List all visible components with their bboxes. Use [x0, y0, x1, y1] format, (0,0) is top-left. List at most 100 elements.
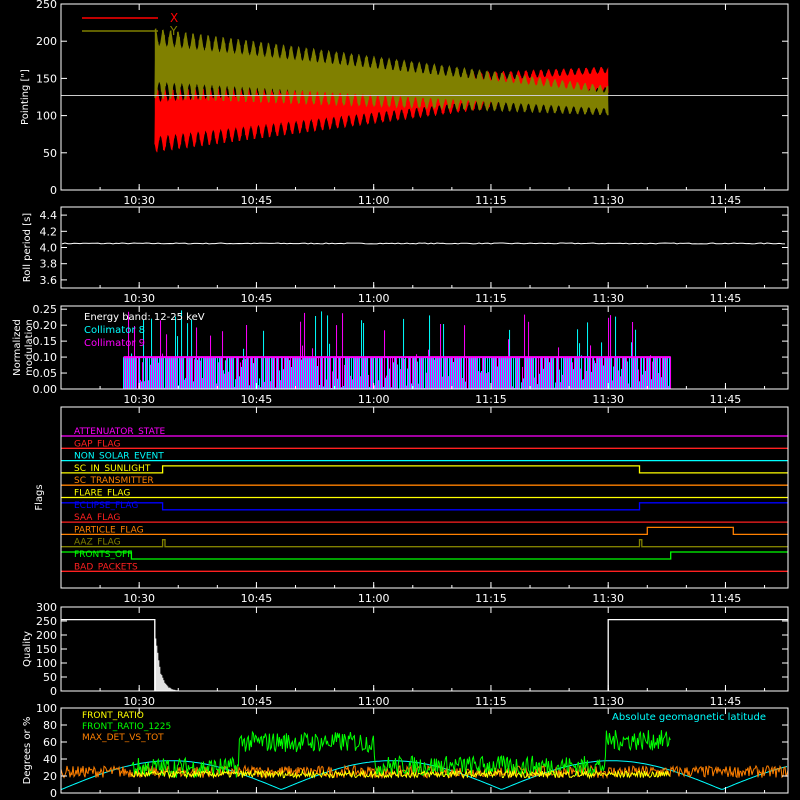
y-tick-label: 100: [36, 110, 57, 123]
y-axis-label-line2: modulation: [24, 319, 35, 376]
x-tick-label: 11:00: [358, 292, 390, 305]
legend-label-geomagnetic-latitude: Absolute geomagnetic latitude: [612, 712, 766, 723]
energy-band-annotation: Energy band: 12-25 keV: [84, 312, 205, 323]
legend-label-max-det-vs-tot: MAX_DET_VS_TOT: [82, 733, 164, 743]
flag-line-sc_in_sunlight: [61, 465, 788, 474]
x-tick-label: 11:30: [592, 695, 624, 708]
x-tick-label: 11:30: [592, 393, 624, 406]
y-tick-label: 0.00: [33, 383, 58, 396]
legend-label-front-ratio: FRONT_RATIO: [82, 711, 144, 721]
y-tick-label: 0: [50, 184, 57, 197]
y-tick-label: 0.20: [33, 319, 58, 332]
flag-label-gap_flag: GAP_FLAG: [74, 439, 120, 449]
x-tick-label: 10:45: [241, 695, 273, 708]
y-tick-label: 3.8: [40, 258, 58, 271]
y-tick-label: 0.15: [33, 335, 58, 348]
y-tick-label: 40: [43, 753, 57, 766]
flag-label-flare_flag: FLARE_FLAG: [74, 489, 130, 499]
series-front-ratio-1225: [130, 730, 671, 778]
flag-line-eclipse_flag: [61, 502, 788, 511]
series-front-ratio: [130, 768, 671, 780]
legend-label-front-ratio-1225: FRONT_RATIO_1225: [82, 722, 171, 732]
y-tick-label: 0: [50, 787, 57, 800]
panel-frame: [60, 3, 789, 191]
flag-label-attenuator_state: ATTENUATOR_STATE: [74, 427, 166, 437]
panel-frame: [60, 406, 789, 589]
x-tick-label: 11:45: [710, 393, 742, 406]
flag-line-aaz_flag: [61, 539, 788, 548]
legend-label-collimator-8: Collimator 8: [84, 325, 145, 336]
flags-panel: ATTENUATOR_STATE GAP_FLAG NON_SOLAR_EVENT S…: [34, 406, 789, 605]
y-tick-label: 80: [43, 719, 57, 732]
x-tick-label: 11:00: [358, 194, 390, 207]
x-tick-label: 11:00: [358, 592, 390, 605]
x-tick-label: 10:30: [123, 695, 155, 708]
y-tick-label: 0.05: [33, 367, 58, 380]
y-axis-label-line1: Normalized: [12, 319, 23, 376]
x-tick-label: 10:30: [123, 292, 155, 305]
y-tick-label: 300: [36, 601, 57, 614]
y-axis-label: Flags: [34, 484, 45, 510]
flag-label-aaz_flag: AAZ_FLAG: [74, 538, 121, 548]
y-axis-label: Quality: [22, 631, 33, 667]
y-axis-label: Pointing ["]: [20, 69, 31, 125]
flag-label-eclipse_flag: ECLIPSE_FLAG: [74, 501, 138, 511]
y-tick-label: 20: [43, 770, 57, 783]
roll-period-panel: 10:30 10:45 11:00 11:15 11:30 11:45 3.6 3.8 4.0 4…: [22, 206, 789, 305]
x-tick-label: 11:45: [710, 695, 742, 708]
legend-label-collimator-9: Collimator 9: [84, 338, 145, 349]
y-tick-label: 4.2: [40, 225, 58, 238]
legend-label-y: Y: [169, 24, 178, 38]
flag-line-particle_flag: [61, 526, 788, 536]
x-tick-label: 10:45: [241, 194, 273, 207]
x-tick-label: 10:45: [241, 592, 273, 605]
flag-label-sc_in_sunlight: SC_IN_SUNLIGHT: [74, 464, 151, 474]
x-tick-label: 11:45: [710, 592, 742, 605]
x-tick-label: 10:30: [123, 194, 155, 207]
panel-frame: [60, 707, 789, 794]
x-tick-label: 11:45: [710, 194, 742, 207]
x-tick-label: 11:00: [358, 393, 390, 406]
y-tick-label: 0: [50, 685, 57, 698]
quality-line-late: [607, 618, 788, 691]
x-tick-label: 11:15: [475, 194, 507, 207]
y-tick-label: 50: [43, 147, 57, 160]
quality-panel: 10:30 10:45 11:00 11:15 11:30 11:450501001502…: [22, 601, 789, 708]
x-tick-label: 11:30: [592, 592, 624, 605]
series-y-line: [154, 28, 609, 116]
y-tick-label: 100: [36, 702, 57, 715]
modulation-panel: 10:30 10:45 11:00 11:15 11:30 11:45 0.00 0.05 0.…: [12, 303, 789, 406]
pointing-panel: 10:30 10:45 11:00 11:15 11:30 11:45 0 50 100 150 2…: [20, 0, 789, 207]
y-tick-label: 50: [43, 671, 57, 684]
y-tick-label: 3.6: [40, 274, 58, 287]
flag-label-sc_transmitter: SC_TRANSMITTER: [74, 476, 154, 486]
flag-line-fronts_off: [61, 551, 788, 560]
y-tick-label: 200: [36, 35, 57, 48]
y-tick-label: 150: [36, 643, 57, 656]
y-tick-label: 200: [36, 629, 57, 642]
flag-label-saa_flag: SAA_FLAG: [74, 513, 120, 523]
x-tick-label: 10:45: [241, 292, 273, 305]
x-tick-label: 11:00: [358, 695, 390, 708]
y-axis-label: Degrees or %: [22, 717, 33, 785]
y-tick-label: 250: [36, 615, 57, 628]
panel-frame: [60, 305, 789, 390]
x-tick-label: 11:15: [475, 592, 507, 605]
y-tick-label: 150: [36, 72, 57, 85]
flag-label-fronts_off: FRONTS_OFF: [74, 550, 132, 560]
x-tick-label: 11:30: [592, 292, 624, 305]
x-tick-label: 10:30: [123, 393, 155, 406]
x-tick-label: 10:45: [241, 393, 273, 406]
x-tick-label: 11:30: [592, 194, 624, 207]
y-tick-label: 60: [43, 736, 57, 749]
flag-label-particle_flag: PARTICLE_FLAG: [74, 525, 144, 535]
x-tick-label: 10:30: [123, 592, 155, 605]
flag-label-non_solar_event: NON_SOLAR_EVENT: [74, 452, 164, 462]
x-tick-label: 11:15: [475, 393, 507, 406]
x-tick-label: 11:45: [710, 292, 742, 305]
y-tick-label: 250: [36, 0, 57, 11]
y-tick-label: 4.0: [40, 242, 58, 255]
legend-label-x: X: [170, 11, 178, 25]
